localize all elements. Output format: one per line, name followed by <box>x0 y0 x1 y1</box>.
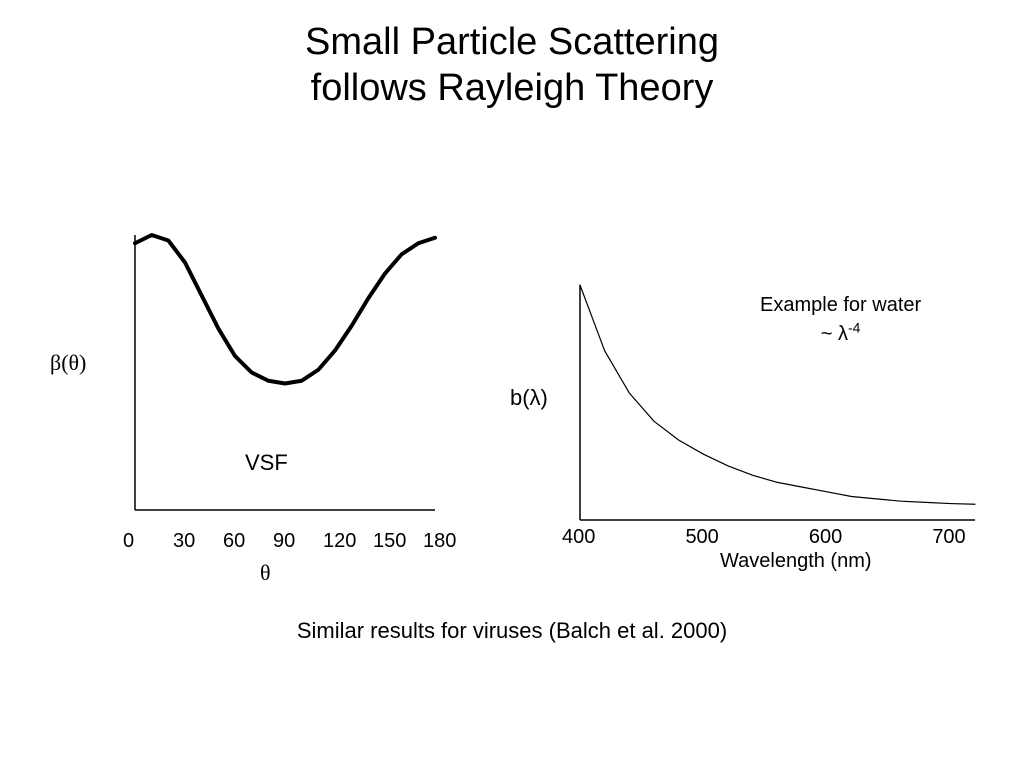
right-chart-wavelength <box>560 280 980 560</box>
left-chart-xtick: 90 <box>273 530 295 553</box>
right-chart-xtick: 600 <box>809 526 842 549</box>
right-chart-xlabel: Wavelength (nm) <box>720 550 872 573</box>
charts-container: β(θ) VSF θ b(λ) Example for water ~ λ-4 … <box>0 230 1024 590</box>
wavelength-line-chart <box>560 280 980 570</box>
right-chart-xtick: 400 <box>562 526 595 549</box>
left-chart-inset-label: VSF <box>245 450 288 476</box>
title-line-1: Small Particle Scattering <box>305 21 719 63</box>
left-chart-xtick: 0 <box>123 530 134 553</box>
left-chart-xlabel: θ <box>260 560 271 586</box>
left-chart-xtick: 30 <box>173 530 195 553</box>
vsf-line-chart <box>120 230 440 530</box>
left-chart-xtick: 60 <box>223 530 245 553</box>
title-line-2: follows Rayleigh Theory <box>311 67 714 109</box>
footer-citation: Similar results for viruses (Balch et al… <box>0 618 1024 644</box>
left-chart-xtick: 150 <box>373 530 406 553</box>
right-chart-xtick: 700 <box>932 526 965 549</box>
left-chart-xtick: 120 <box>323 530 356 553</box>
slide-title: Small Particle Scattering follows Raylei… <box>0 0 1024 111</box>
left-chart-xtick: 180 <box>423 530 456 553</box>
left-chart-ylabel: β(θ) <box>50 350 86 376</box>
right-chart-xtick: 500 <box>685 526 718 549</box>
right-chart-ylabel: b(λ) <box>510 385 548 411</box>
left-chart-vsf <box>120 230 440 550</box>
